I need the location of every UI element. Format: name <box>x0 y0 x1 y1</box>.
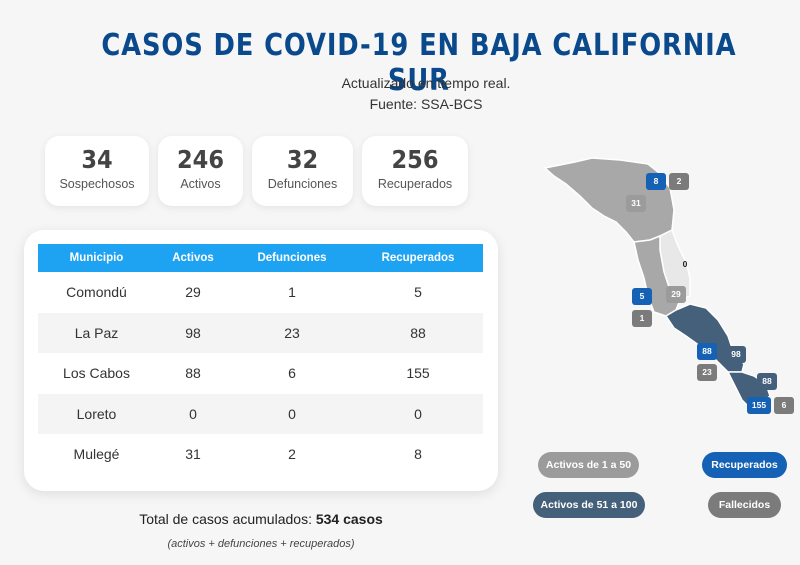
cell-recuperados: 88 <box>353 312 483 353</box>
map-badge-la-paz-active: 98 <box>726 346 746 363</box>
map-badge-la-paz-recovered: 88 <box>697 343 717 360</box>
map-badge-mulege-recovered: 8 <box>646 173 666 190</box>
cell-defunciones: 23 <box>231 312 353 353</box>
cell-municipio: La Paz <box>38 312 155 353</box>
cell-defunciones: 2 <box>288 446 296 463</box>
column-header-activos: Activos <box>155 244 231 272</box>
municipality-table: Municipio Activos Defunciones Recuperado… <box>38 244 483 475</box>
cell-activos: 88 <box>185 365 201 382</box>
source-note: Fuente: SSA-BCS <box>369 96 483 112</box>
stat-value: 32 <box>286 145 319 174</box>
column-header-recuperados: Recuperados <box>353 244 483 272</box>
cell-municipio: Loreto <box>38 393 155 434</box>
cell-activos: 29 <box>185 284 201 301</box>
map-badge-comondu-recovered: 5 <box>632 288 652 305</box>
stat-card-suspected: 34 Sospechosos <box>45 136 149 206</box>
total-note: (activos + defunciones + recuperados) <box>167 538 355 550</box>
stat-value: 256 <box>391 145 439 174</box>
stat-label: Activos <box>180 177 221 191</box>
stat-card-deaths: 32 Defunciones <box>252 136 353 206</box>
cell-recuperados: 5 <box>414 284 422 301</box>
update-note: Actualizado en tiempo real. <box>341 75 511 91</box>
map-badge-los-cabos-active: 88 <box>757 373 777 390</box>
column-header-defunciones: Defunciones <box>231 244 353 272</box>
total-cases: Total de casos acumulados: 534 casos <box>24 511 498 527</box>
total-value: 534 casos <box>315 511 383 527</box>
legend-active-low[interactable]: Activos de 1 a 50 <box>538 452 639 478</box>
map-badge-comondu-deaths: 1 <box>632 310 652 327</box>
page-title: CASOS DE COVID-19 EN BAJA CALIFORNIA SUR <box>101 28 737 98</box>
cell-municipio: Los Cabos <box>63 365 130 382</box>
municipality-table-card: Municipio Activos Defunciones Recuperado… <box>24 230 498 491</box>
table-row: Mulegé 31 2 8 <box>38 434 483 475</box>
cell-defunciones: 0 <box>231 393 353 434</box>
cell-activos: 31 <box>185 446 201 463</box>
legend-deceased[interactable]: Fallecidos <box>708 492 781 518</box>
bcs-municipality-map <box>543 157 771 409</box>
stat-card-active: 246 Activos <box>158 136 243 206</box>
cell-recuperados: 8 <box>414 446 422 463</box>
map-badge-mulege-active: 31 <box>626 195 646 212</box>
cell-activos: 98 <box>155 312 231 353</box>
map-region-mulege[interactable] <box>543 157 675 243</box>
map-badge-los-cabos-recovered: 155 <box>747 397 771 414</box>
map-region-la-paz[interactable] <box>664 303 745 373</box>
map-badge-los-cabos-deaths: 6 <box>774 397 794 414</box>
stat-label: Defunciones <box>267 177 338 191</box>
stat-value: 34 <box>81 145 113 174</box>
legend-recovered[interactable]: Recuperados <box>702 452 787 478</box>
table-row: Los Cabos 88 6 155 <box>38 353 483 394</box>
total-label: Total de casos acumulados: <box>139 511 312 527</box>
stat-card-recovered: 256 Recuperados <box>362 136 468 206</box>
legend-active-high[interactable]: Activos de 51 a 100 <box>533 492 645 518</box>
map-badge-la-paz-deaths: 23 <box>697 364 717 381</box>
table-row: La Paz 98 23 88 <box>38 312 483 353</box>
cell-defunciones: 6 <box>288 365 296 382</box>
cell-municipio: Mulegé <box>73 446 120 463</box>
table-header-row: Municipio Activos Defunciones Recuperado… <box>38 244 483 272</box>
cell-defunciones: 1 <box>288 284 296 301</box>
cell-recuperados: 155 <box>406 365 430 382</box>
stat-label: Sospechosos <box>59 177 135 191</box>
stat-value: 246 <box>177 145 224 174</box>
table-row: Loreto 0 0 0 <box>38 393 483 434</box>
cell-municipio: Comondú <box>66 284 127 301</box>
table-row: Comondú 29 1 5 <box>38 272 483 313</box>
map-badge-comondu-active: 29 <box>666 286 686 303</box>
cell-recuperados: 0 <box>353 393 483 434</box>
map-badge-mulege-deaths: 2 <box>669 173 689 190</box>
map-badge-loreto-active: 0 <box>682 259 688 269</box>
stat-label: Recuperados <box>377 177 453 191</box>
column-header-municipio: Municipio <box>38 244 155 272</box>
cell-activos: 0 <box>155 393 231 434</box>
